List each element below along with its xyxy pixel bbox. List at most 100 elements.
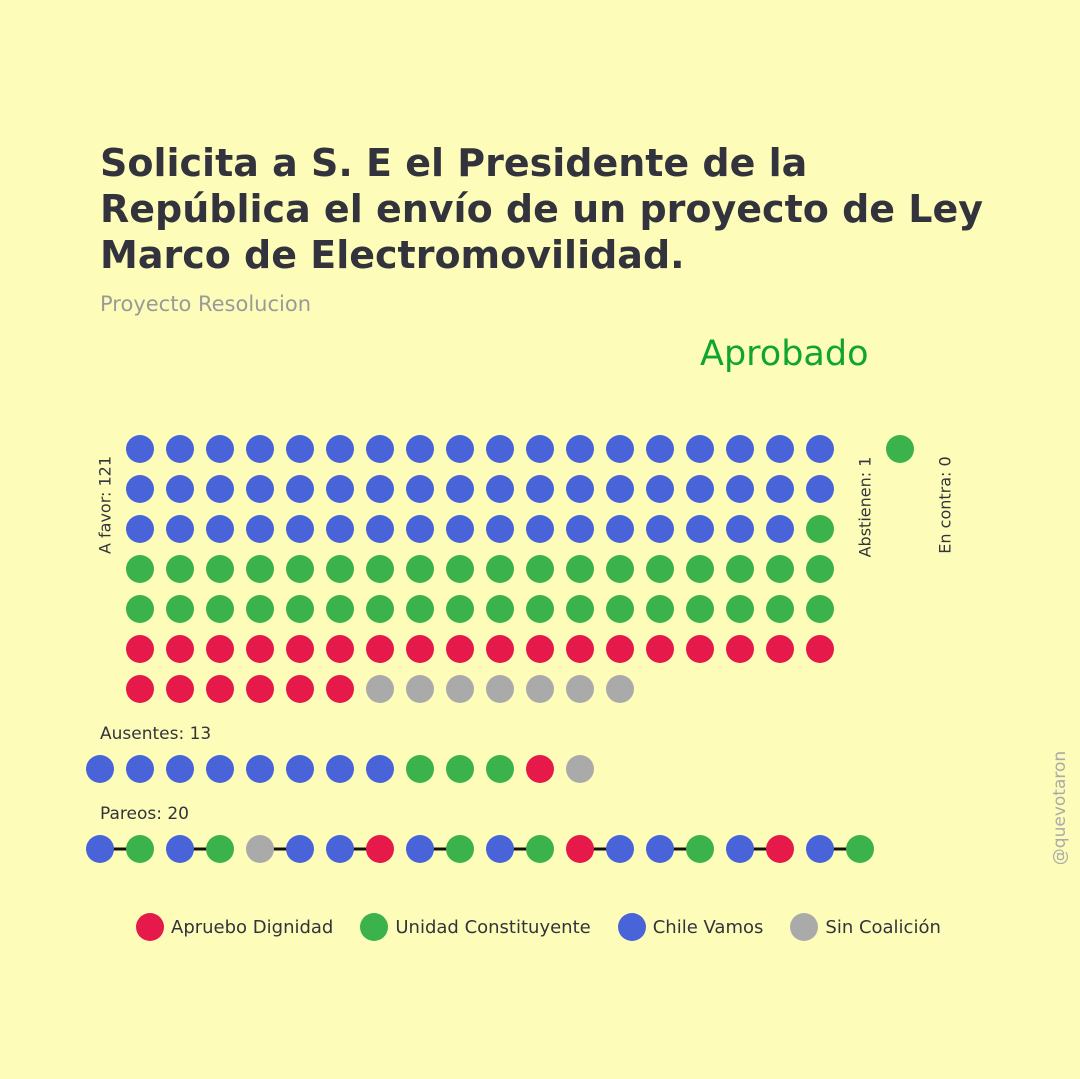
- vote-dot-a-favor: [606, 555, 634, 583]
- vote-dot-a-favor: [486, 475, 514, 503]
- vote-dot-a-favor: [686, 635, 714, 663]
- vote-dot-a-favor: [166, 435, 194, 463]
- vote-dot-a-favor: [126, 555, 154, 583]
- vote-dot-a-favor: [526, 515, 554, 543]
- vote-dot-a-favor: [366, 515, 394, 543]
- pareos-label: Pareos: 20: [100, 804, 190, 824]
- vote-dot-a-favor: [166, 555, 194, 583]
- vote-dot-pareo: [326, 835, 354, 863]
- vote-dot-a-favor: [526, 595, 554, 623]
- vote-dot-a-favor: [806, 515, 834, 543]
- vote-dot-a-favor: [446, 435, 474, 463]
- chart-subtitle: Proyecto Resolucion: [100, 292, 312, 316]
- vote-dot-a-favor: [766, 435, 794, 463]
- ausentes-label: Ausentes: 13: [100, 724, 212, 744]
- legend-swatch-chile-vamos: [617, 913, 646, 941]
- vote-dot-a-favor: [366, 635, 394, 663]
- vote-dot-pareo: [406, 835, 434, 863]
- vote-dot-a-favor: [526, 555, 554, 583]
- vote-dot-a-favor: [486, 675, 514, 703]
- vote-dot-a-favor: [366, 475, 394, 503]
- vote-dot-a-favor: [726, 635, 754, 663]
- vote-dot-a-favor: [606, 675, 634, 703]
- vote-dot-pareo: [526, 835, 554, 863]
- watermark: @quevotaron: [1050, 750, 1070, 866]
- vote-dot-a-favor: [286, 675, 314, 703]
- vote-dot-a-favor: [806, 595, 834, 623]
- vote-dot-a-favor: [326, 515, 354, 543]
- vote-dot-a-favor: [206, 435, 234, 463]
- vote-dot-a-favor: [166, 475, 194, 503]
- vote-dot-a-favor: [366, 555, 394, 583]
- vote-dot-a-favor: [646, 555, 674, 583]
- legend-item-apruebo-dignidad: Apruebo Dignidad: [136, 913, 333, 941]
- vote-dot-a-favor: [446, 555, 474, 583]
- vote-dot-ausente: [166, 755, 194, 783]
- vote-dot-a-favor: [726, 475, 754, 503]
- vote-dot-a-favor: [126, 635, 154, 663]
- chart-title: Solicita a S. E el Presidente de la Repú…: [100, 141, 984, 277]
- vote-dot-a-favor: [606, 475, 634, 503]
- vote-dot-a-favor: [286, 555, 314, 583]
- vote-dot-a-favor: [486, 515, 514, 543]
- vote-dot-ausente: [86, 755, 114, 783]
- vote-dot-a-favor: [406, 635, 434, 663]
- vote-dot-pareo: [766, 835, 794, 863]
- vote-dot-a-favor: [766, 555, 794, 583]
- vote-dot-pareo: [606, 835, 634, 863]
- vote-dot-a-favor: [406, 555, 434, 583]
- vote-dot-a-favor: [166, 515, 194, 543]
- vote-dot-a-favor: [606, 595, 634, 623]
- legend-label-sin-coalicion: Sin Coalición: [825, 916, 941, 938]
- vote-dot-a-favor: [646, 635, 674, 663]
- vote-dot-a-favor: [246, 555, 274, 583]
- vote-dot-ausente: [526, 755, 554, 783]
- vote-dot-pareo: [726, 835, 754, 863]
- vote-dot-a-favor: [446, 475, 474, 503]
- legend-item-unidad-constituyente: Unidad Constituyente: [360, 913, 591, 941]
- vote-dot-a-favor: [126, 475, 154, 503]
- vote-dot-a-favor: [766, 595, 794, 623]
- vote-dot-a-favor: [686, 435, 714, 463]
- vote-dot-a-favor: [126, 675, 154, 703]
- vote-dot-pareo: [166, 835, 194, 863]
- vote-dot-a-favor: [206, 555, 234, 583]
- vote-dot-a-favor: [526, 675, 554, 703]
- legend-label-unidad-constituyente: Unidad Constituyente: [395, 916, 591, 938]
- vote-dot-a-favor: [766, 475, 794, 503]
- vote-dot-pareo: [566, 835, 594, 863]
- vote-dot-pareo: [686, 835, 714, 863]
- vote-dot-a-favor: [566, 595, 594, 623]
- vote-dot-a-favor: [606, 635, 634, 663]
- vote-dot-ausente: [326, 755, 354, 783]
- vote-dot-a-favor: [726, 595, 754, 623]
- vote-dot-a-favor: [246, 675, 274, 703]
- vote-dot-a-favor: [686, 555, 714, 583]
- vote-dot-a-favor: [326, 635, 354, 663]
- vote-dot-a-favor: [646, 595, 674, 623]
- vote-dot-a-favor: [566, 675, 594, 703]
- vote-dot-a-favor: [686, 595, 714, 623]
- vote-dot-a-favor: [126, 515, 154, 543]
- result-label: Aprobado: [700, 334, 869, 374]
- vote-dot-a-favor: [446, 595, 474, 623]
- vote-dot-a-favor: [726, 435, 754, 463]
- vote-dot-pareo: [206, 835, 234, 863]
- vote-dot-a-favor: [126, 435, 154, 463]
- vote-dot-a-favor: [286, 475, 314, 503]
- vote-dot-pareo: [806, 835, 834, 863]
- vote-dot-a-favor: [206, 635, 234, 663]
- vote-dot-a-favor: [566, 515, 594, 543]
- vote-dot-a-favor: [406, 515, 434, 543]
- vote-dot-ausente: [406, 755, 434, 783]
- vote-dot-a-favor: [246, 435, 274, 463]
- vote-dot-a-favor: [406, 435, 434, 463]
- vote-dot-pareo: [446, 835, 474, 863]
- vote-dot-a-favor: [526, 435, 554, 463]
- vote-dot-a-favor: [806, 435, 834, 463]
- vote-dot-a-favor: [486, 635, 514, 663]
- vote-dot-a-favor: [806, 555, 834, 583]
- vote-dot-abstienen: [886, 435, 914, 463]
- vote-dot-a-favor: [366, 675, 394, 703]
